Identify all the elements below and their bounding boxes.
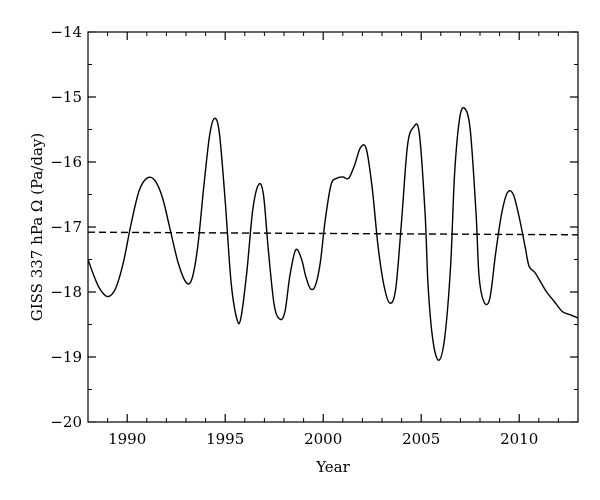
- x-tick-label: 1995: [206, 430, 244, 448]
- y-tick-label: −19: [50, 348, 82, 366]
- x-tick-label: 2000: [304, 430, 342, 448]
- y-tick-label: −15: [50, 88, 82, 106]
- ticks: 1990 1995 2000 2005 2010 −20 −19 −18 −17 −16 −15 −1…: [50, 23, 579, 448]
- y-tick-label: −16: [50, 153, 82, 171]
- series-group: [87, 106, 579, 361]
- y-tick-label: −14: [50, 23, 82, 41]
- mean-dashed-line: [87, 231, 579, 236]
- x-axis-title: Year: [315, 458, 350, 476]
- x-tick-label: 1990: [108, 430, 146, 448]
- omega-series-line: [87, 106, 579, 361]
- y-axis-title: GISS 337 hPa Ω (Pa/day): [28, 133, 46, 322]
- y-tick-label: −20: [50, 413, 82, 431]
- x-tick-label: 2010: [500, 430, 538, 448]
- y-tick-label: −18: [50, 283, 82, 301]
- x-tick-label: 2005: [402, 430, 440, 448]
- plot-frame: [87, 31, 579, 423]
- y-tick-label: −17: [50, 218, 82, 236]
